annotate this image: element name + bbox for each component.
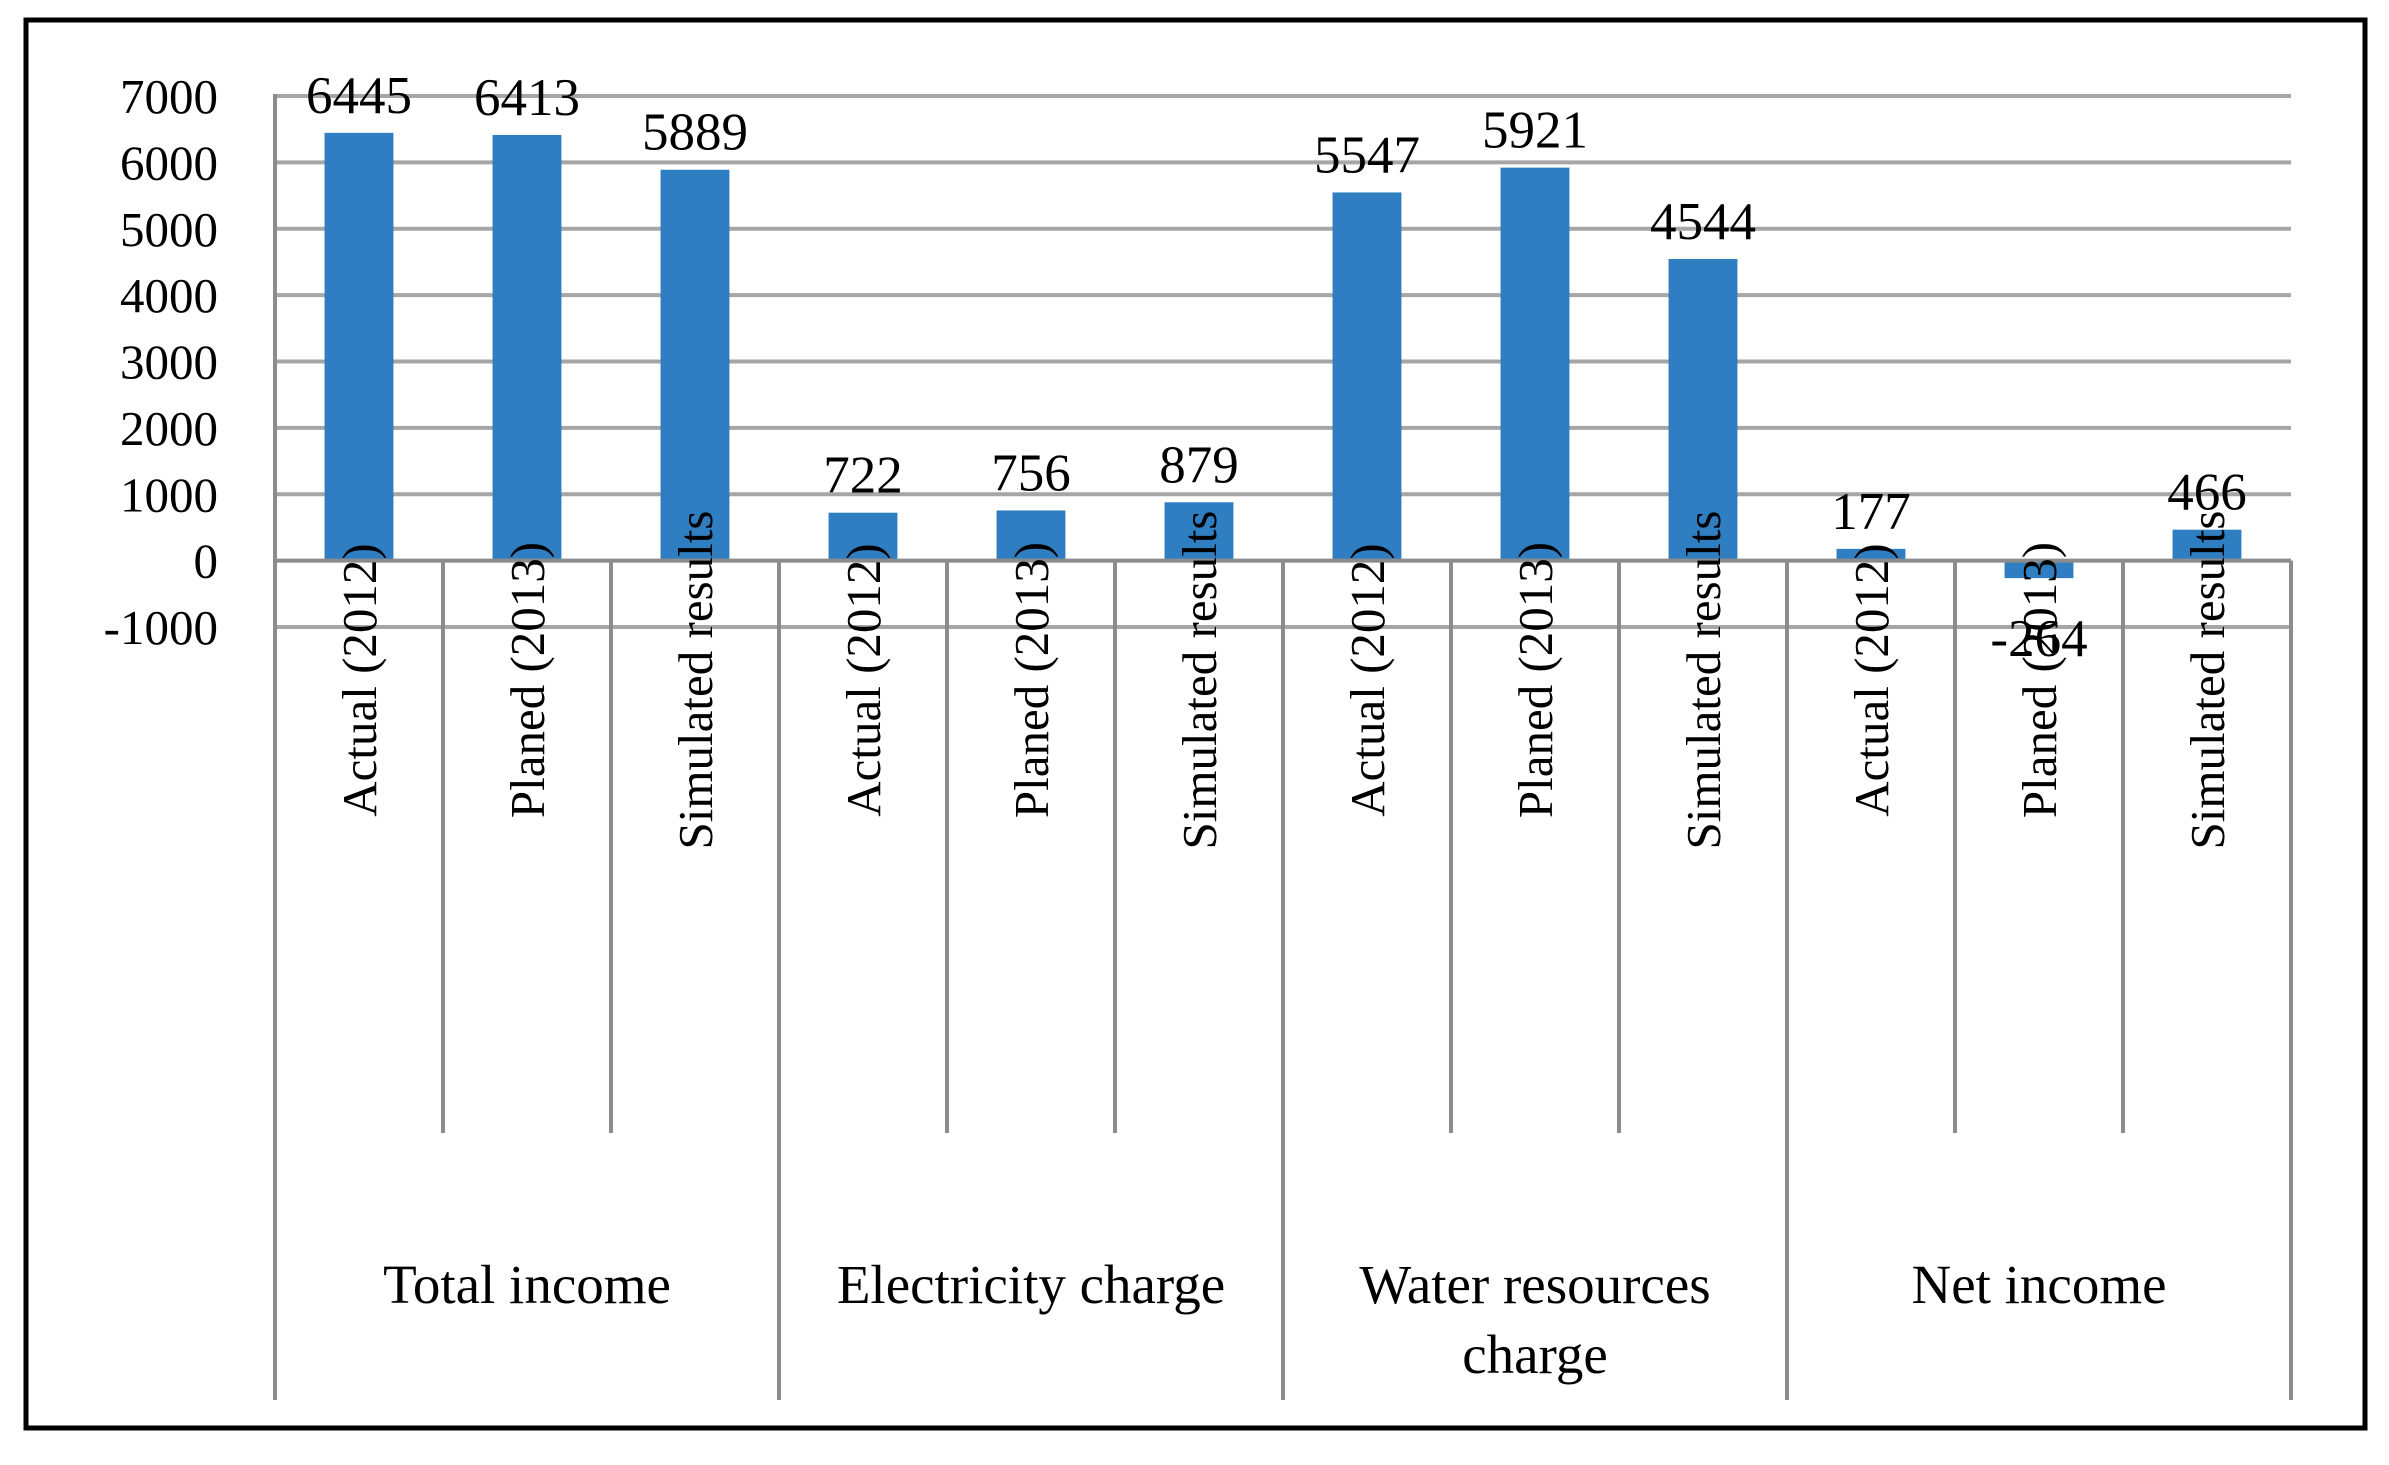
data-label: 722 (823, 447, 903, 505)
y-tick-label: 5000 (120, 202, 218, 257)
y-tick-label: 6000 (120, 135, 218, 190)
bar (2172, 529, 2242, 561)
y-tick-label: 1000 (120, 467, 218, 522)
category-label: Actual (2012) (1340, 543, 1395, 817)
bar (492, 134, 562, 561)
category-label: Simulated results (1172, 511, 1227, 850)
chart-frame (23, 17, 2368, 1431)
group-label: Net income (1911, 1254, 2166, 1315)
bar (1332, 192, 1402, 561)
bar (1500, 167, 1570, 561)
data-label: 5547 (1314, 126, 1420, 184)
data-label: 6445 (306, 67, 412, 125)
axes (273, 94, 2293, 1400)
category-label: Planed (2013) (1508, 542, 1563, 818)
bar (2004, 560, 2074, 579)
group-label: Water resources charge (1359, 1254, 1710, 1385)
category-label: Planed (2013) (500, 542, 555, 818)
data-label: 879 (1159, 436, 1239, 494)
group-label-line: charge (1462, 1324, 1608, 1385)
data-label: 5889 (642, 104, 748, 162)
category-label: Simulated results (1676, 511, 1731, 850)
category-label: Simulated results (2180, 511, 2235, 850)
bars (324, 132, 2242, 579)
category-label: Planed (2013) (1004, 542, 1059, 818)
group-label-line: Water resources (1359, 1254, 1710, 1315)
gridlines (275, 94, 2291, 629)
group-label: Total income (383, 1254, 671, 1315)
group-label: Electricity charge (837, 1254, 1225, 1315)
data-label: 177 (1831, 483, 1911, 541)
y-tick-label: 0 (194, 534, 219, 589)
labels: 7000 6000 5000 4000 3000 2000 1000 0 -1000 6445 Ac… (104, 67, 2247, 1385)
data-label: -264 (1990, 610, 2087, 668)
bar (828, 512, 898, 561)
y-tick-label: -1000 (104, 600, 218, 655)
bar (660, 169, 730, 561)
data-label: 4544 (1650, 193, 1756, 251)
category-label: Simulated results (668, 511, 723, 850)
bar (996, 510, 1066, 561)
bar (324, 132, 394, 561)
data-label: 6413 (474, 69, 580, 127)
y-tick-label: 2000 (120, 401, 218, 456)
category-label: Actual (2012) (836, 543, 891, 817)
bar (1668, 259, 1738, 561)
y-tick-label: 4000 (120, 268, 218, 323)
bar (1164, 502, 1234, 561)
bar (1836, 548, 1906, 561)
data-label: 5921 (1482, 102, 1588, 160)
data-label: 756 (991, 444, 1071, 502)
category-label: Actual (2012) (332, 543, 387, 817)
data-label: 466 (2167, 464, 2247, 522)
category-label: Actual (2012) (1844, 543, 1899, 817)
category-label: Planed (2013) (2012, 542, 2067, 818)
y-tick-label: 3000 (120, 335, 218, 390)
y-tick-label: 7000 (120, 69, 218, 124)
